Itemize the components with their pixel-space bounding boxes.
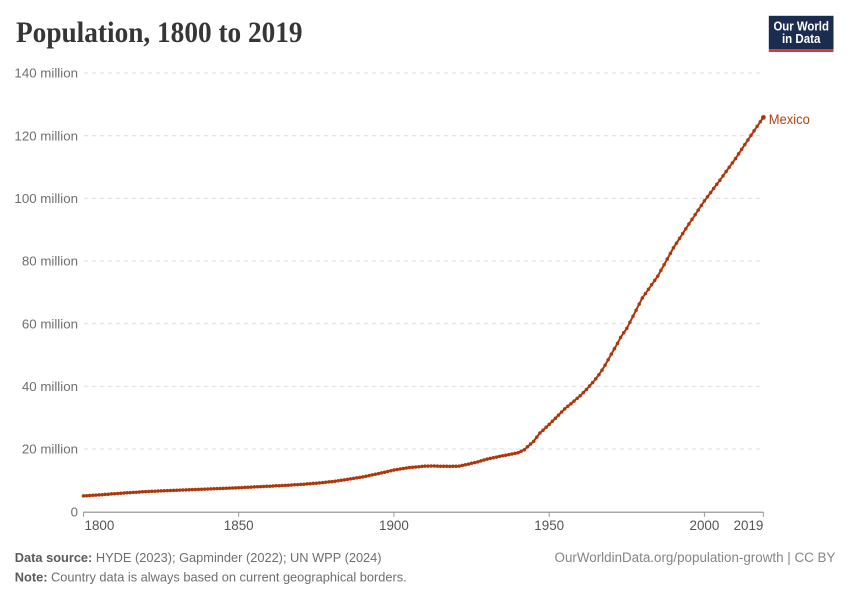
svg-text:2000: 2000 xyxy=(690,518,720,533)
svg-text:Data source: HYDE (2023); Gapm: Data source: HYDE (2023); Gapminder (202… xyxy=(15,550,382,565)
svg-text:Population, 1800 to 2019: Population, 1800 to 2019 xyxy=(16,16,303,49)
svg-text:120 million: 120 million xyxy=(14,128,78,143)
svg-text:80 million: 80 million xyxy=(22,254,78,269)
svg-text:OurWorldinData.org/population-: OurWorldinData.org/population-growth | C… xyxy=(555,550,836,565)
svg-text:100 million: 100 million xyxy=(14,191,78,206)
svg-text:Our World: Our World xyxy=(773,20,829,34)
svg-text:Mexico: Mexico xyxy=(769,112,810,127)
svg-text:40 million: 40 million xyxy=(22,379,78,394)
svg-text:60 million: 60 million xyxy=(22,316,78,331)
svg-text:1850: 1850 xyxy=(224,518,254,533)
svg-text:20 million: 20 million xyxy=(22,442,78,457)
svg-text:in Data: in Data xyxy=(782,32,821,46)
svg-text:Note: Country data is always b: Note: Country data is always based on cu… xyxy=(15,570,407,585)
svg-text:140 million: 140 million xyxy=(14,66,78,81)
svg-text:1900: 1900 xyxy=(379,518,409,533)
svg-text:0: 0 xyxy=(71,504,78,519)
svg-text:1800: 1800 xyxy=(85,518,115,533)
svg-text:1950: 1950 xyxy=(534,518,564,533)
svg-text:2019: 2019 xyxy=(734,518,764,533)
